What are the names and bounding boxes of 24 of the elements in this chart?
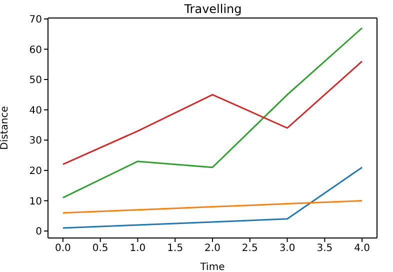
x-tick-label: 2.5	[242, 243, 258, 254]
x-tick-label: 1.0	[130, 243, 146, 254]
line-series	[62, 200, 363, 214]
x-tick-label: 0.5	[92, 243, 108, 254]
line-series	[62, 166, 363, 229]
y-tick-label: 60	[29, 44, 42, 56]
x-tick-label: 0.0	[55, 243, 71, 254]
y-tick-label: 20	[29, 166, 42, 177]
y-tick-label: 70	[29, 14, 42, 26]
y-tick-label: 0	[36, 226, 42, 238]
y-tick-label: 10	[29, 196, 42, 208]
x-axis-title: Time	[199, 262, 225, 272]
y-axis-title: Distance	[0, 106, 11, 150]
x-tick-label: 3.0	[279, 243, 296, 254]
y-tick-label: 40	[29, 105, 42, 116]
x-tick-label: 4.0	[354, 243, 370, 254]
y-tick-label: 30	[29, 136, 42, 147]
line-series	[62, 27, 363, 198]
x-tick-label: 1.5	[167, 243, 184, 254]
chart-title: Travelling	[183, 2, 243, 16]
x-tick-label: 2.0	[204, 243, 220, 254]
x-tick-label: 3.5	[316, 243, 333, 254]
y-tick-label: 50	[29, 75, 42, 86]
line-series	[62, 60, 363, 166]
